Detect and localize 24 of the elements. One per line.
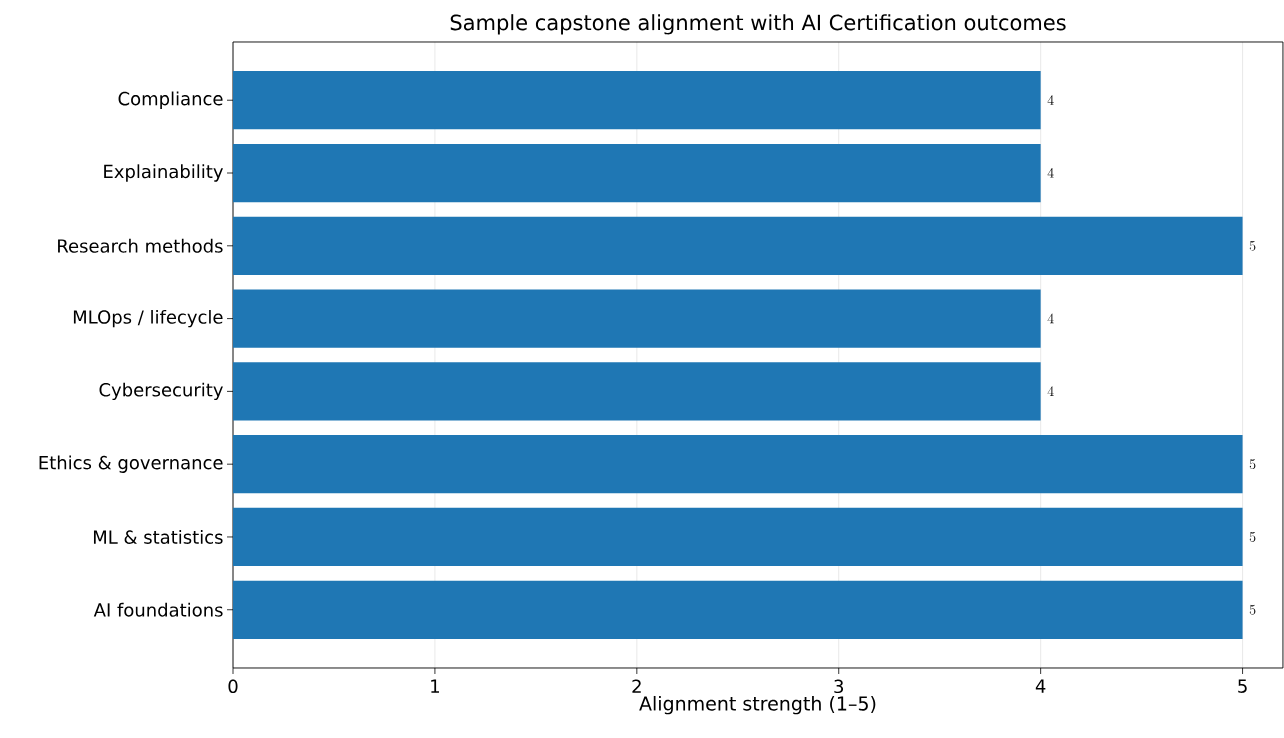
data-label: 4	[1047, 95, 1054, 105]
data-label: 5	[1249, 532, 1256, 542]
data-label: 4	[1047, 167, 1054, 178]
chart-title: Sample capstone alignment with AI Certification outcomes	[450, 14, 1066, 35]
x-tick-label: 0	[228, 679, 238, 694]
y-tick-label: AI foundations	[93, 602, 223, 617]
y-tick-label: ML & statistics	[93, 530, 223, 544]
data-label: 5	[1249, 240, 1256, 251]
x-tick-label: 1	[431, 679, 439, 693]
y-tick-label: MLOps / lifecycle	[73, 309, 223, 328]
y-tick-label: Compliance	[118, 91, 223, 109]
x-tick-label: 5	[1238, 679, 1247, 693]
data-label: 4	[1047, 313, 1054, 324]
y-tick-label: Cybersecurity	[99, 382, 223, 401]
data-label: 4	[1047, 386, 1054, 397]
x-tick-label: 3	[834, 679, 844, 694]
x-tick-label: 4	[1035, 679, 1046, 693]
x-axis-title: Alignment strength (1–5)	[639, 695, 876, 715]
y-tick-label: Ethics & governance	[39, 455, 223, 473]
y-tick-label: Explainability	[104, 164, 223, 182]
y-tick-label: Research methods	[58, 238, 223, 253]
data-label: 5	[1249, 459, 1256, 470]
x-tick-label: 2	[632, 679, 641, 693]
data-label: 5	[1249, 604, 1256, 615]
